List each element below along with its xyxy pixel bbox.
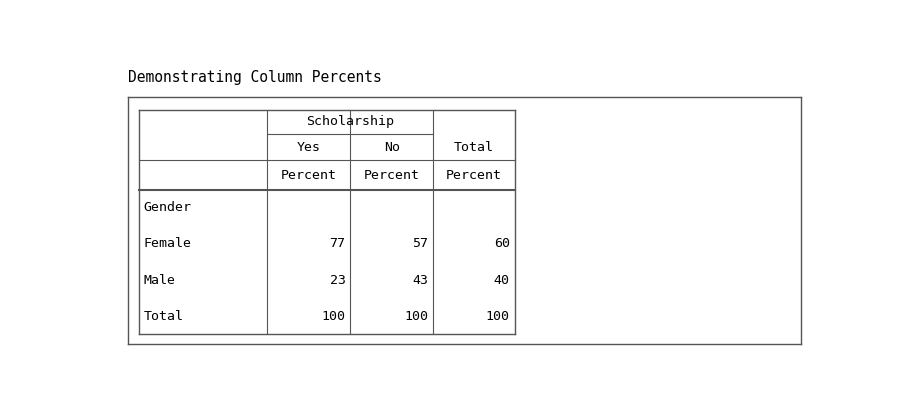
Text: Demonstrating Column Percents: Demonstrating Column Percents [128, 70, 382, 84]
Text: Scholarship: Scholarship [306, 116, 394, 128]
Text: Total: Total [143, 310, 183, 323]
Text: 100: 100 [486, 310, 510, 323]
Text: Gender: Gender [143, 201, 191, 214]
Text: Percent: Percent [281, 168, 336, 182]
Text: 60: 60 [493, 238, 510, 250]
Text: Male: Male [143, 274, 176, 287]
Text: Percent: Percent [446, 168, 502, 182]
Text: 100: 100 [321, 310, 345, 323]
Text: Total: Total [454, 141, 493, 154]
Text: 57: 57 [412, 238, 428, 250]
Text: No: No [383, 141, 400, 154]
Text: Female: Female [143, 238, 191, 250]
Text: 43: 43 [412, 274, 428, 287]
Text: 77: 77 [329, 238, 345, 250]
Text: 40: 40 [493, 274, 510, 287]
Text: Yes: Yes [297, 141, 320, 154]
Text: 23: 23 [329, 274, 345, 287]
Text: Percent: Percent [364, 168, 419, 182]
Text: 100: 100 [404, 310, 428, 323]
